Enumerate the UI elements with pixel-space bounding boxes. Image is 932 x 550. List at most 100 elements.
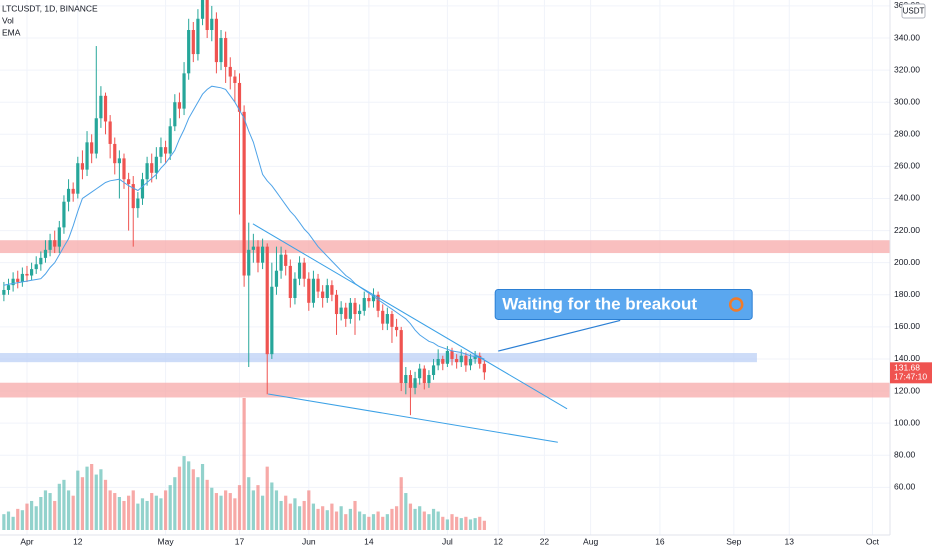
volume-bar bbox=[297, 506, 302, 530]
candle-body bbox=[233, 76, 237, 83]
volume-bar bbox=[464, 516, 468, 530]
candle-body bbox=[302, 262, 306, 279]
volume-bar bbox=[339, 506, 343, 530]
volume-bar bbox=[478, 516, 482, 530]
x-tick-label: Oct bbox=[866, 536, 880, 546]
volume-bar bbox=[187, 461, 191, 530]
candle-body bbox=[20, 273, 24, 282]
volume-bar bbox=[473, 518, 477, 530]
x-tick-label: Aug bbox=[583, 536, 598, 546]
y-tick-label: 140.00 bbox=[894, 353, 920, 363]
candle-body bbox=[316, 278, 320, 292]
indicator-label: Vol bbox=[2, 15, 14, 25]
candle-body bbox=[140, 179, 145, 199]
candle-body bbox=[16, 278, 20, 282]
volume-bar bbox=[233, 498, 237, 530]
candle-body bbox=[2, 289, 6, 295]
volume-bar bbox=[159, 498, 163, 530]
plot-area bbox=[0, 0, 890, 530]
candle-body bbox=[113, 143, 117, 164]
volume-bar bbox=[459, 518, 463, 530]
candle-body bbox=[30, 269, 34, 276]
candle-body bbox=[293, 278, 297, 298]
candle-body bbox=[127, 179, 131, 185]
candle-body bbox=[399, 330, 403, 384]
candle-body bbox=[325, 285, 329, 298]
y-tick-label: 300.00 bbox=[894, 96, 920, 106]
volume-bar bbox=[302, 500, 306, 530]
volume-bar bbox=[279, 500, 283, 530]
volume-bar bbox=[288, 503, 292, 530]
zone bbox=[0, 382, 890, 398]
candle-body bbox=[210, 18, 214, 31]
volume-bar bbox=[150, 493, 154, 530]
volume-bar bbox=[85, 466, 89, 530]
candle-body bbox=[71, 188, 75, 194]
y-tick-label: 340.00 bbox=[894, 32, 920, 42]
candle-body bbox=[62, 201, 66, 228]
candle-body bbox=[145, 163, 149, 180]
candle-body bbox=[358, 310, 362, 315]
candle-body bbox=[413, 378, 417, 388]
y-tick-label: 180.00 bbox=[894, 289, 920, 299]
last-price-box bbox=[890, 362, 932, 384]
chart-title: LTCUSDT, 1D, BINANCE bbox=[2, 3, 98, 13]
candle-body bbox=[371, 294, 376, 302]
volume-bar bbox=[145, 500, 149, 530]
x-tick-label: 13 bbox=[785, 536, 795, 546]
volume-bar bbox=[103, 479, 108, 530]
currency-label: USDT bbox=[903, 7, 925, 16]
candle-body bbox=[334, 294, 339, 315]
candle-body bbox=[66, 188, 71, 202]
candle-body bbox=[265, 246, 269, 355]
candle-body bbox=[182, 73, 186, 109]
candle-body bbox=[247, 249, 251, 276]
volume-bar bbox=[113, 493, 117, 530]
candle-body bbox=[251, 246, 255, 250]
volume-bar bbox=[20, 510, 24, 530]
volume-bar bbox=[62, 479, 66, 530]
volume-bar bbox=[330, 503, 334, 530]
candle-body bbox=[99, 95, 103, 119]
x-tick-label: 12 bbox=[73, 536, 83, 546]
volume-bar bbox=[445, 519, 450, 530]
y-tick-label: 280.00 bbox=[894, 129, 920, 139]
y-tick-label: 240.00 bbox=[894, 193, 920, 203]
candle-body bbox=[76, 163, 80, 194]
candle-body bbox=[159, 147, 163, 157]
candle-body bbox=[205, 0, 209, 31]
volume-bar bbox=[205, 479, 209, 530]
y-tick-label: 120.00 bbox=[894, 385, 920, 395]
trendline bbox=[268, 393, 558, 443]
candle-body bbox=[80, 163, 85, 170]
candle-body bbox=[348, 302, 352, 319]
candle-body bbox=[385, 314, 389, 324]
volume-bar bbox=[394, 506, 399, 530]
candle-body bbox=[270, 286, 274, 355]
volume-bar bbox=[30, 500, 34, 530]
volume-bar bbox=[468, 519, 473, 530]
volume-bar bbox=[242, 398, 246, 530]
volume-bar bbox=[399, 477, 403, 530]
volume-bar bbox=[34, 506, 38, 530]
volume-bar bbox=[122, 500, 126, 530]
last-price-label: 131.68 bbox=[894, 363, 920, 373]
candle-body bbox=[39, 257, 43, 265]
volume-bar bbox=[247, 477, 251, 530]
volume-bar bbox=[6, 511, 11, 530]
candle-body bbox=[150, 163, 154, 173]
volume-bar bbox=[256, 485, 260, 530]
volume-bar bbox=[131, 490, 135, 530]
volume-bar bbox=[371, 514, 376, 530]
candle-body bbox=[464, 355, 468, 366]
candle-body bbox=[367, 297, 371, 302]
candle-body bbox=[445, 350, 450, 364]
volume-bar bbox=[117, 497, 121, 530]
volume-bar bbox=[163, 490, 168, 530]
zone bbox=[0, 240, 890, 254]
volume-bar bbox=[53, 500, 57, 530]
candle-body bbox=[381, 310, 385, 324]
candle-body bbox=[214, 18, 219, 63]
candle-body bbox=[362, 297, 366, 311]
